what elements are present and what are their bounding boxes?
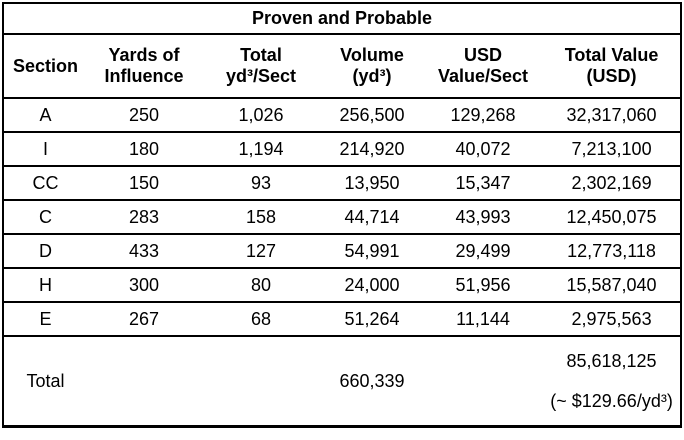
cell-yd3-per-sect: 68	[201, 302, 321, 337]
cell-yd3-per-sect: 80	[201, 268, 321, 303]
cell-usd-per-sect: 40,072	[423, 132, 543, 167]
cell-yards: 150	[87, 166, 201, 201]
proven-probable-table: Proven and Probable Section Yards of Inf…	[2, 2, 683, 428]
cell-section: CC	[3, 166, 87, 201]
col-header-total-value-usd: Total Value (USD)	[543, 34, 682, 99]
cell-section: E	[3, 302, 87, 337]
cell-section: C	[3, 200, 87, 235]
cell-yd3-per-sect: 1,194	[201, 132, 321, 167]
cell-usd-per-sect: 51,956	[423, 268, 543, 303]
cell-volume: 54,991	[321, 234, 423, 269]
col-header-usd-value-per-sect: USD Value/Sect	[423, 34, 543, 99]
cell-yd3-per-sect: 127	[201, 234, 321, 269]
cell-yards: 433	[87, 234, 201, 269]
cell-yd3-per-sect: 158	[201, 200, 321, 235]
cell-yd3-per-sect: 93	[201, 166, 321, 201]
cell-total-value: 2,975,563	[543, 302, 682, 337]
cell-usd-per-sect: 15,347	[423, 166, 543, 201]
cell-volume: 51,264	[321, 302, 423, 337]
col-header-total-yd3-per-sect: Total yd³/Sect	[201, 34, 321, 99]
cell-yards: 283	[87, 200, 201, 235]
table-row-e: E 267 68 51,264 11,144 2,975,563	[3, 302, 682, 337]
total-volume: 660,339	[339, 370, 405, 391]
col-header-volume-yd3: Volume (yd³)	[321, 34, 423, 99]
table-row-h: H 300 80 24,000 51,956 15,587,040	[3, 268, 682, 303]
cell-volume: 24,000	[321, 268, 423, 303]
cell-volume: 214,920	[321, 132, 423, 167]
empty-cell	[87, 336, 201, 427]
cell-usd-per-sect: 11,144	[423, 302, 543, 337]
cell-usd-per-sect: 129,268	[423, 98, 543, 133]
table-row-c: C 283 158 44,714 43,993 12,450,075	[3, 200, 682, 235]
cell-section: I	[3, 132, 87, 167]
cell-total-value: 12,773,118	[543, 234, 682, 269]
table-row-cc: CC 150 93 13,950 15,347 2,302,169	[3, 166, 682, 201]
empty-cell	[423, 336, 543, 427]
cell-total-value: 12,450,075	[543, 200, 682, 235]
cell-yards: 180	[87, 132, 201, 167]
value-per-yd-note: (~ $129.66/yd³)	[550, 390, 673, 411]
cell-yards: 267	[87, 302, 201, 337]
total-row: Total 660,339 85,618,125 (~ $129.66/yd³)	[3, 336, 681, 427]
total-label: Total	[26, 370, 65, 391]
cell-total-value: 15,587,040	[543, 268, 682, 303]
cell-total-value: 7,213,100	[543, 132, 682, 167]
table-row-i: I 180 1,194 214,920 40,072 7,213,100	[3, 132, 682, 167]
table-title: Proven and Probable	[3, 3, 682, 35]
col-header-yards-of-influence: Yards of Influence	[87, 34, 201, 99]
cell-section: H	[3, 268, 87, 303]
cell-usd-per-sect: 43,993	[423, 200, 543, 235]
column-header-row: Section Yards of Influence Total yd³/Sec…	[3, 34, 682, 99]
total-value-block: 85,618,125 (~ $129.66/yd³)	[543, 337, 680, 425]
col-header-section: Section	[3, 34, 87, 99]
table-row-d: D 433 127 54,991 29,499 12,773,118	[3, 234, 682, 269]
cell-section: D	[3, 234, 87, 269]
table-row-a: A 250 1,026 256,500 129,268 32,317,060	[3, 98, 682, 133]
cell-total-value: 32,317,060	[543, 98, 682, 133]
total-value-sum: 85,618,125	[566, 350, 657, 371]
cell-volume: 256,500	[321, 98, 423, 133]
empty-cell	[201, 336, 321, 427]
cell-yards: 300	[87, 268, 201, 303]
cell-usd-per-sect: 29,499	[423, 234, 543, 269]
cell-yd3-per-sect: 1,026	[201, 98, 321, 133]
cell-yards: 250	[87, 98, 201, 133]
cell-total-value: 2,302,169	[543, 166, 682, 201]
col-header-section-label: Section	[12, 55, 78, 76]
table-title-row: Proven and Probable	[3, 3, 682, 35]
cell-volume: 13,950	[321, 166, 423, 201]
cell-section: A	[3, 98, 87, 133]
cell-volume: 44,714	[321, 200, 423, 235]
total-value-cell: 85,618,125 (~ $129.66/yd³)	[543, 336, 681, 427]
